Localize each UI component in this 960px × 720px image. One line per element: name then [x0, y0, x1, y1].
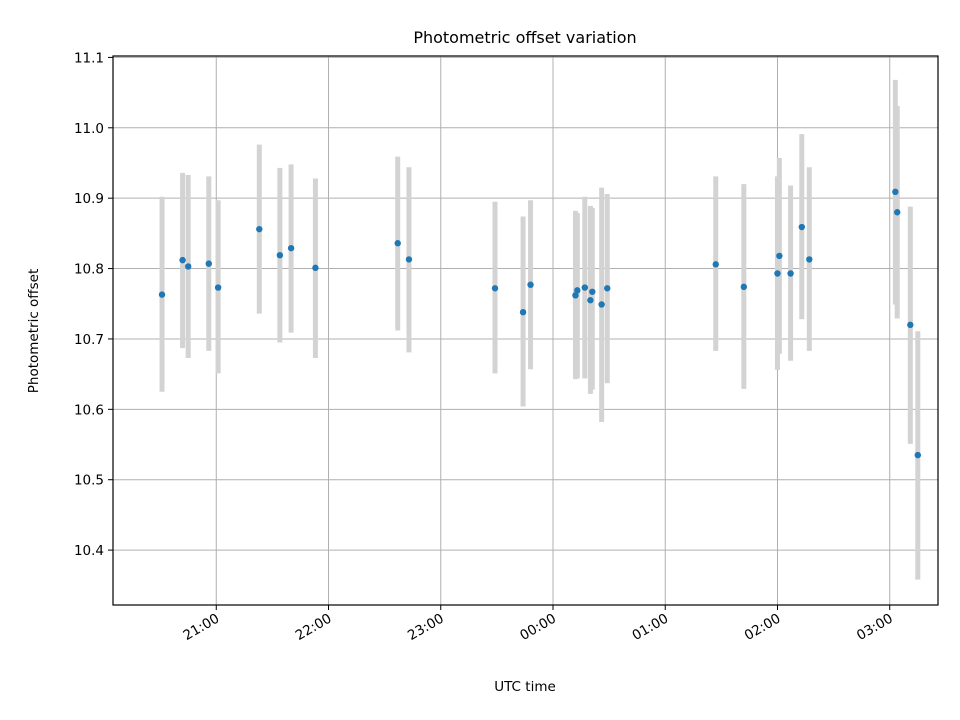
data-point — [598, 301, 605, 308]
data-point — [158, 291, 166, 298]
data-point — [214, 284, 222, 291]
data-point — [185, 263, 192, 270]
data-point — [205, 260, 212, 267]
data-point — [276, 251, 284, 259]
data-point — [798, 223, 806, 231]
data-point — [519, 309, 527, 316]
y-tick-label: 10.8 — [74, 262, 104, 278]
y-tick-label: 10.6 — [74, 402, 104, 418]
data-point — [312, 264, 319, 272]
data-point — [907, 321, 914, 329]
data-point — [776, 252, 783, 260]
data-point — [806, 256, 813, 263]
data-point — [581, 284, 589, 291]
data-point — [572, 292, 579, 299]
data-point — [179, 256, 186, 264]
data-point — [787, 270, 794, 277]
y-axis-label: Photometric offset — [26, 269, 42, 393]
data-point — [712, 261, 719, 268]
x-axis-label: UTC time — [494, 679, 556, 695]
data-point — [405, 256, 413, 263]
chart-title: Photometric offset variation — [413, 28, 636, 47]
data-point — [491, 285, 499, 292]
data-point — [740, 283, 748, 291]
axes-frame — [112, 55, 939, 606]
y-tick-label: 11.1 — [74, 50, 104, 66]
data-point — [587, 297, 594, 304]
data-point — [256, 225, 263, 233]
data-point — [287, 244, 295, 252]
data-point — [589, 288, 596, 295]
y-tick-label: 10.5 — [74, 473, 104, 489]
data-markers — [158, 188, 921, 459]
y-tick-label: 11.0 — [74, 121, 104, 137]
data-point — [394, 240, 401, 247]
data-point — [914, 451, 921, 459]
y-tick-label: 10.4 — [74, 543, 104, 559]
data-point — [574, 287, 581, 294]
y-tick-label: 10.7 — [74, 332, 104, 348]
data-point — [527, 281, 534, 288]
data-point — [774, 270, 781, 277]
y-tick-label: 10.9 — [74, 191, 104, 207]
y-axis-ticks: 10.4 10.5 10.6 10.7 10.8 10.9 11.0 11.1 — [74, 50, 113, 559]
data-point — [604, 285, 611, 292]
data-point — [892, 188, 899, 196]
data-point — [894, 209, 901, 216]
